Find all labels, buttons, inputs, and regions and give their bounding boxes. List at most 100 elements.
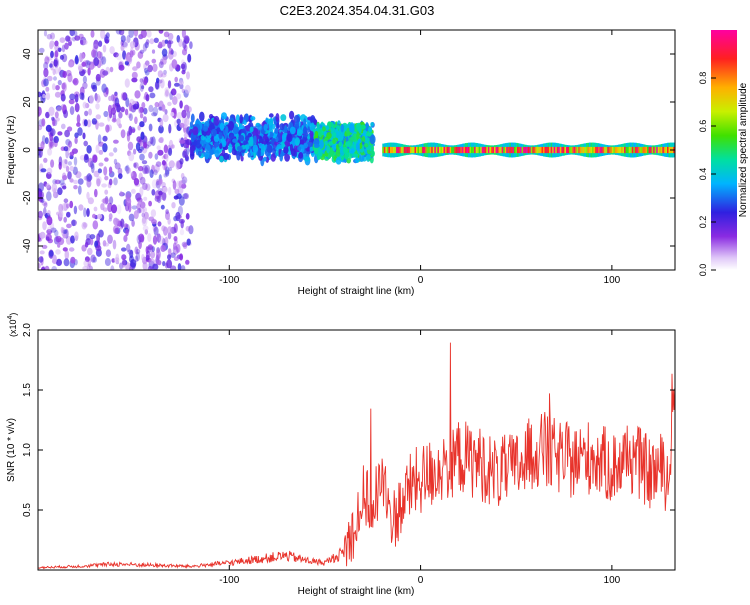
heatmap-cell xyxy=(152,263,159,270)
heatmap-cell xyxy=(40,168,47,173)
heatmap-cell xyxy=(45,236,50,241)
heatmap-cell xyxy=(173,242,177,250)
heatmap-cell xyxy=(356,122,362,131)
heatmap-cell xyxy=(530,146,533,154)
heatmap-cell xyxy=(120,106,125,113)
heatmap-cell xyxy=(104,175,109,181)
heatmap-cell xyxy=(129,50,134,58)
heatmap-cell xyxy=(289,110,295,120)
heatmap-cell xyxy=(631,146,634,154)
heatmap-cell xyxy=(38,124,43,131)
heatmap-cell xyxy=(39,250,45,255)
heatmap-cell xyxy=(483,146,486,154)
heatmap-cell xyxy=(449,146,452,154)
heatmap-cell xyxy=(314,130,319,140)
heatmap-cell xyxy=(434,146,437,154)
heatmap-cell xyxy=(302,126,308,135)
heatmap-cell xyxy=(337,134,344,142)
heatmap-cell xyxy=(153,169,158,176)
heatmap-cell xyxy=(113,177,118,186)
colorbar-tick-label: 0.2 xyxy=(698,216,708,229)
heatmap-cell xyxy=(313,119,318,125)
heatmap-cell xyxy=(92,43,99,50)
heatmap-cell xyxy=(96,178,101,187)
heatmap-cell xyxy=(179,100,183,109)
heatmap-cell xyxy=(189,121,193,128)
heatmap-cell xyxy=(184,156,190,162)
heatmap-cell xyxy=(275,113,280,123)
heatmap-cell xyxy=(57,187,63,196)
heatmap-cell xyxy=(154,190,161,200)
heatmap-cell xyxy=(46,167,53,175)
heatmap-cell xyxy=(494,146,497,154)
heatmap-cell xyxy=(179,228,185,236)
heatmap-cell xyxy=(163,226,168,236)
heatmap-cell xyxy=(157,221,162,227)
heatmap-cell xyxy=(317,149,323,157)
heatmap-cell xyxy=(477,146,480,154)
heatmap-cell xyxy=(225,125,229,136)
heatmap-cell xyxy=(65,35,71,42)
heatmap-cell xyxy=(223,152,230,161)
heatmap-cell xyxy=(103,166,108,176)
heatmap-cell xyxy=(58,203,64,213)
heatmap-cell xyxy=(110,107,117,115)
heatmap-cell xyxy=(365,132,372,137)
heatmap-cell xyxy=(140,30,147,38)
heatmap-cell xyxy=(102,240,107,247)
heatmap-cell xyxy=(87,247,93,256)
heatmap-cell xyxy=(228,143,233,154)
heatmap-cell xyxy=(270,138,275,146)
heatmap-cell xyxy=(158,125,164,134)
heatmap-cell xyxy=(128,113,133,121)
heatmap-cell xyxy=(163,31,170,38)
heatmap-cell xyxy=(475,146,478,154)
heatmap-cell xyxy=(122,259,128,266)
heatmap-cell xyxy=(69,154,74,160)
heatmap-cell xyxy=(159,78,165,89)
heatmap-cell xyxy=(143,67,149,74)
heatmap-cell xyxy=(92,213,96,219)
heatmap-cell xyxy=(73,205,78,215)
heatmap-cell xyxy=(86,263,92,270)
heatmap-cell xyxy=(614,146,618,154)
heatmap-cell xyxy=(185,213,190,220)
heatmap-cell xyxy=(114,91,118,97)
heatmap-cell xyxy=(97,213,103,220)
heatmap-cell xyxy=(650,146,653,154)
heatmap-cell xyxy=(171,59,178,69)
heatmap-cell xyxy=(176,93,182,100)
heatmap-cell xyxy=(54,111,59,119)
heatmap-cell xyxy=(582,146,585,154)
heatmap-cell xyxy=(394,146,397,154)
heatmap-cell xyxy=(98,122,105,127)
heatmap-cell xyxy=(136,136,142,143)
heatmap-cell xyxy=(210,128,217,137)
heatmap-cell xyxy=(62,70,67,78)
heatmap-cell xyxy=(159,136,164,144)
heatmap-cell xyxy=(535,146,538,154)
heatmap-cell xyxy=(172,96,178,105)
heatmap-cell xyxy=(168,167,173,172)
heatmap-cell xyxy=(199,111,205,122)
heatmap-cell xyxy=(156,145,161,150)
heatmap-cell xyxy=(598,146,601,154)
heatmap-cell xyxy=(158,178,162,186)
heatmap-cell xyxy=(170,252,176,258)
heatmap-cell xyxy=(120,218,125,228)
heatmap-cell xyxy=(108,152,114,157)
heatmap-cell xyxy=(134,90,141,99)
heatmap-cell xyxy=(182,150,187,158)
heatmap-cell xyxy=(364,139,368,144)
heatmap-cell xyxy=(82,222,88,228)
heatmap-cell xyxy=(247,132,252,138)
heatmap-cell xyxy=(126,167,131,174)
heatmap-cell xyxy=(120,92,126,101)
heatmap-cell xyxy=(274,141,279,146)
colorbar-ticks: 0.0 0.2 0.4 0.6 0.8 xyxy=(698,72,716,276)
heatmap-cell xyxy=(59,179,65,186)
heatmap-cell xyxy=(74,136,78,145)
heatmap-cell xyxy=(145,183,151,191)
heatmap-cell xyxy=(53,57,60,68)
